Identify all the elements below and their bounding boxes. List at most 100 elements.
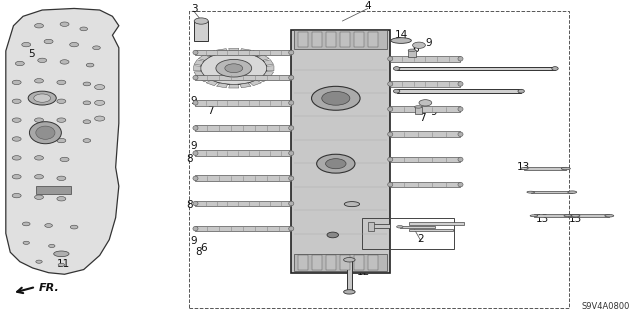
Bar [195,50,291,55]
Text: 13: 13 [536,214,549,224]
Ellipse shape [193,176,198,181]
Circle shape [322,91,350,105]
Ellipse shape [397,226,403,228]
Bar [294,31,387,49]
Circle shape [70,42,79,47]
Ellipse shape [458,182,463,187]
Ellipse shape [344,290,355,294]
Polygon shape [267,66,274,71]
Text: 14: 14 [349,197,362,208]
Bar [326,32,336,47]
Bar [524,167,566,170]
Bar [326,256,336,271]
Bar [195,100,291,106]
Ellipse shape [193,151,198,155]
Circle shape [22,42,31,47]
Polygon shape [193,66,201,71]
Text: 5: 5 [28,49,35,59]
Circle shape [12,99,21,103]
Ellipse shape [193,201,198,206]
Text: 13: 13 [516,162,530,172]
Text: 8: 8 [186,154,193,165]
Text: 7: 7 [207,106,214,116]
Polygon shape [264,71,273,77]
Ellipse shape [289,176,294,181]
Bar [390,182,461,188]
Circle shape [80,27,88,31]
Text: 6: 6 [200,243,207,254]
Ellipse shape [394,89,400,93]
Circle shape [57,138,66,143]
Polygon shape [194,71,204,77]
Text: 11: 11 [57,259,70,269]
Polygon shape [240,83,251,88]
Text: 10: 10 [344,225,357,235]
Bar [340,256,350,271]
Ellipse shape [571,214,580,217]
Circle shape [413,42,426,48]
Circle shape [15,61,24,66]
Circle shape [23,241,29,244]
Polygon shape [198,76,209,82]
Ellipse shape [458,132,463,137]
Circle shape [36,260,42,263]
Text: 8: 8 [186,200,193,210]
Bar [195,75,291,80]
Text: 2: 2 [417,234,424,244]
Bar [390,106,461,112]
Text: 9: 9 [425,38,432,48]
Bar [312,256,322,271]
Circle shape [35,78,44,83]
Circle shape [95,116,105,121]
Ellipse shape [54,251,69,257]
Polygon shape [198,55,209,60]
Circle shape [83,120,91,123]
Ellipse shape [391,38,412,43]
Bar [390,157,461,162]
Polygon shape [206,51,218,56]
Ellipse shape [518,89,524,93]
Bar [354,32,364,47]
Ellipse shape [289,50,294,55]
Ellipse shape [458,107,463,111]
Circle shape [86,63,94,67]
Text: S9V4A0800: S9V4A0800 [581,302,630,311]
Ellipse shape [561,167,570,170]
Bar [368,222,374,231]
Circle shape [216,59,252,77]
Ellipse shape [289,75,294,80]
Text: 14: 14 [394,30,408,40]
Circle shape [326,159,346,169]
Polygon shape [264,60,273,65]
Bar [189,11,569,308]
Ellipse shape [344,257,355,262]
Bar [195,150,291,156]
Circle shape [12,156,21,160]
Bar [397,67,555,70]
Text: 9: 9 [190,236,197,246]
Bar [397,89,521,93]
Circle shape [57,176,66,181]
Ellipse shape [289,226,294,231]
Bar [390,56,461,62]
Circle shape [22,222,30,226]
Ellipse shape [388,82,393,86]
Ellipse shape [530,215,538,217]
Ellipse shape [388,182,393,187]
Ellipse shape [564,215,572,217]
Polygon shape [6,8,119,274]
Circle shape [58,263,65,266]
Circle shape [45,224,52,227]
Ellipse shape [552,67,558,70]
Bar [291,31,390,273]
Circle shape [57,80,66,85]
Ellipse shape [568,191,577,193]
Polygon shape [194,60,204,65]
Ellipse shape [289,126,294,130]
Text: 9: 9 [190,141,197,151]
Ellipse shape [29,122,61,144]
Ellipse shape [193,226,198,231]
Bar [294,254,387,271]
Bar [340,32,350,47]
Bar [400,226,435,228]
